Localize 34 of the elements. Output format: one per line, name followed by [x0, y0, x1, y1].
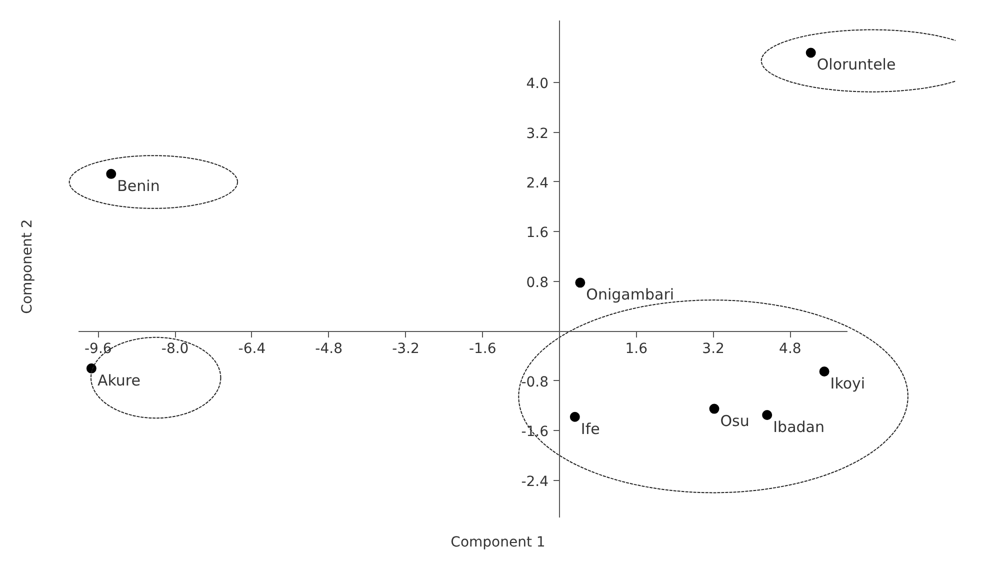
point — [806, 48, 816, 58]
point — [709, 404, 720, 414]
x-tick-label: 1.6 — [625, 341, 648, 358]
point — [762, 410, 772, 420]
point — [819, 366, 830, 377]
point — [575, 278, 586, 288]
x-tick-label: 4.8 — [779, 341, 802, 358]
y-tick-label: -1.6 — [521, 424, 549, 440]
annotation: Osu — [720, 412, 750, 430]
x-tick-label: -8.0 — [161, 341, 189, 358]
annotation: Ikoyi — [830, 374, 866, 393]
y-tick-label: 0.8 — [526, 274, 549, 291]
y-tick-label: 3.2 — [526, 126, 549, 142]
x-tick-label: -3.2 — [392, 341, 420, 358]
point — [570, 412, 580, 422]
x-tick-label: -1.6 — [468, 341, 496, 358]
y-tick-label: -2.4 — [521, 474, 549, 490]
y-axis-title: Component 2 — [20, 219, 36, 314]
annotation: Benin — [117, 176, 160, 195]
annotation: Ibadan — [773, 418, 824, 436]
annotation: Ife — [580, 420, 600, 438]
annotation: Onigambari — [586, 286, 674, 304]
y-tick-label: 1.6 — [526, 225, 549, 242]
y-tick-label: 4.0 — [526, 76, 549, 92]
x-tick-label: -6.4 — [238, 341, 266, 358]
x-tick-label: 3.2 — [702, 341, 724, 358]
annotation: Akure — [97, 371, 141, 390]
annotation: Oloruntele — [816, 56, 896, 74]
x-tick-label: -4.8 — [315, 341, 343, 358]
x-axis-title: Component 1 — [450, 534, 546, 550]
x-tick-label: -9.6 — [84, 341, 112, 358]
point — [106, 168, 116, 179]
y-tick-label: -0.8 — [521, 374, 549, 390]
y-tick-label: 2.4 — [526, 175, 549, 192]
